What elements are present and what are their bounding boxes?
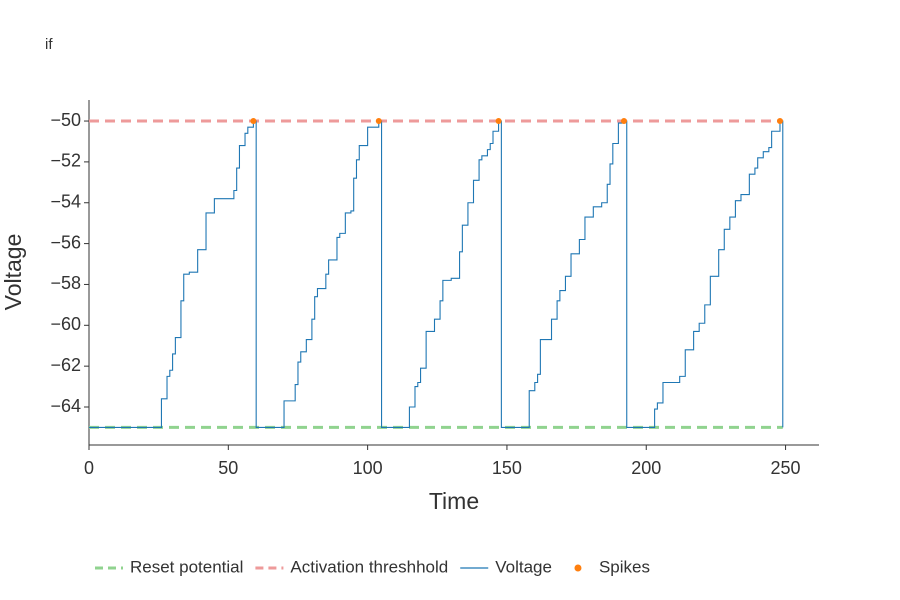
- spike-marker: [375, 118, 382, 125]
- x-tick-label: 200: [631, 458, 661, 478]
- chart-title: if: [45, 36, 53, 53]
- y-tick-label: −54: [50, 191, 81, 211]
- x-axis-title: Time: [429, 488, 479, 514]
- legend-label: Activation threshhold: [290, 557, 448, 576]
- y-axis-title: Voltage: [0, 234, 26, 311]
- legend-symbol: [574, 564, 582, 572]
- y-tick-label: −64: [50, 396, 81, 416]
- x-tick-label: 150: [492, 458, 522, 478]
- spike-marker: [250, 118, 257, 125]
- y-tick-label: −52: [50, 151, 81, 171]
- spike-marker: [776, 118, 783, 125]
- legend-label: Reset potential: [130, 557, 243, 576]
- legend-label: Voltage: [495, 557, 552, 576]
- voltage-line: [89, 120, 784, 428]
- spike-marker: [495, 118, 502, 125]
- y-tick-label: −58: [50, 273, 81, 293]
- legend-label: Spikes: [599, 557, 650, 576]
- y-tick-label: −62: [50, 355, 81, 375]
- y-tick-label: −60: [50, 314, 81, 334]
- x-tick-label: 250: [771, 458, 801, 478]
- x-tick-label: 50: [218, 458, 238, 478]
- y-tick-label: −56: [50, 232, 81, 252]
- x-tick-label: 100: [353, 458, 383, 478]
- y-tick-label: −50: [50, 110, 81, 130]
- x-tick-label: 0: [84, 458, 94, 478]
- spike-marker: [620, 118, 627, 125]
